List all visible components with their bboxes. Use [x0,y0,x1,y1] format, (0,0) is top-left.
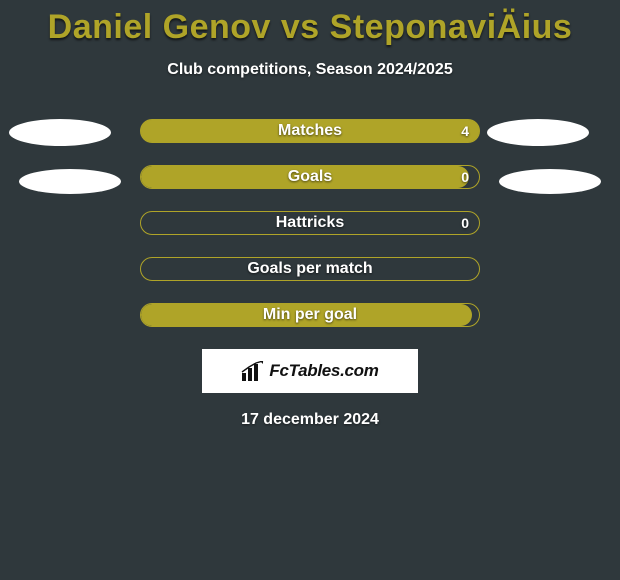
stat-value: 0 [461,166,469,188]
stat-row: Hattricks0 [140,211,480,235]
stat-label: Matches [141,120,479,142]
stat-label: Min per goal [141,304,479,326]
right-player-pill-1 [487,119,589,146]
brand-chart-icon [241,361,265,381]
stat-row: Goals0 [140,165,480,189]
stat-label: Goals per match [141,258,479,280]
date-text: 17 december 2024 [0,411,620,429]
page-title: Daniel Genov vs SteponaviÄius [0,0,620,47]
comparison-infographic: Daniel Genov vs SteponaviÄius Club compe… [0,0,620,580]
stat-label: Hattricks [141,212,479,234]
stat-row: Goals per match [140,257,480,281]
brand-box: FcTables.com [202,349,418,393]
left-player-pill-2 [19,169,121,194]
left-player-pill-1 [9,119,111,146]
right-player-pill-2 [499,169,601,194]
stat-rows: Matches4Goals0Hattricks0Goals per matchM… [0,119,620,327]
page-subtitle: Club competitions, Season 2024/2025 [0,61,620,79]
stat-label: Goals [141,166,479,188]
stat-value: 0 [461,212,469,234]
stat-value: 4 [461,120,469,142]
brand-text: FcTables.com [269,361,378,381]
stat-row: Min per goal [140,303,480,327]
stat-row: Matches4 [140,119,480,143]
